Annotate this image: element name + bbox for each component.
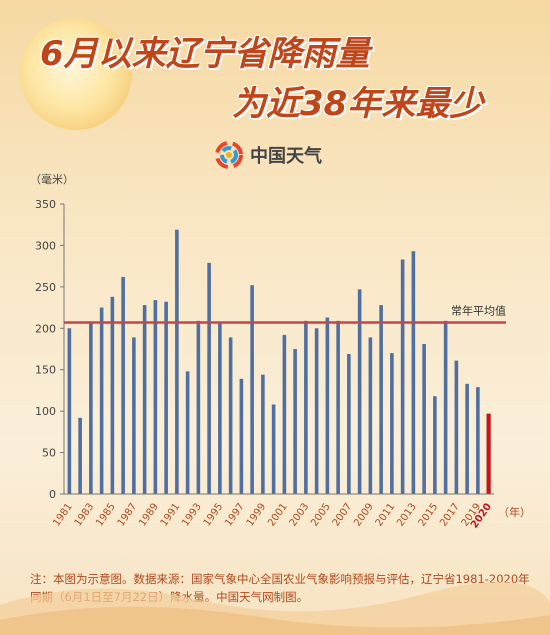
bar	[239, 378, 244, 494]
x-axis-label: （年）	[498, 505, 531, 519]
bar	[250, 285, 254, 494]
bar	[314, 328, 319, 494]
bar	[293, 349, 297, 494]
y-tick-label: 300	[35, 239, 56, 252]
bar	[175, 229, 179, 494]
x-tick-label: 2013	[395, 501, 419, 528]
brand-name: 中国天气	[250, 146, 322, 167]
bar	[357, 289, 362, 494]
bar	[164, 301, 168, 494]
bar	[443, 320, 448, 494]
bar	[486, 413, 491, 494]
bar	[67, 328, 72, 494]
y-tick-label: 50	[42, 447, 56, 460]
bar	[325, 317, 330, 494]
china-weather-logo-icon	[215, 141, 243, 169]
bar	[422, 344, 426, 494]
bar	[368, 337, 373, 494]
y-tick-label: 350	[35, 198, 56, 211]
bar	[336, 320, 340, 494]
bar	[142, 305, 147, 494]
x-tick-label: 1999	[245, 501, 269, 528]
bar	[347, 353, 351, 494]
bar	[121, 276, 125, 494]
bar	[271, 404, 276, 494]
y-tick-label: 200	[35, 322, 56, 335]
bar	[261, 374, 265, 494]
x-tick-label: 1991	[159, 501, 183, 528]
bar	[304, 320, 308, 494]
x-tick-label: 2009	[352, 501, 376, 528]
x-tick-label: 1981	[51, 501, 75, 528]
x-tick-label: 2003	[288, 501, 312, 528]
bar	[390, 353, 394, 494]
x-tick-label: 2007	[331, 501, 355, 528]
y-tick-label: 150	[35, 364, 56, 377]
dunes-decoration	[0, 581, 550, 635]
bars	[67, 229, 491, 494]
bar	[153, 300, 158, 494]
bar	[185, 371, 190, 494]
title-line-1: 6月以来辽宁省降雨量	[40, 34, 370, 74]
x-tick-label: 1993	[180, 501, 204, 528]
bar	[78, 417, 82, 494]
x-tick-label: 2015	[417, 501, 441, 528]
y-axis-label: （毫米）	[30, 172, 74, 186]
bar	[218, 322, 222, 494]
x-tick-label: 2017	[438, 501, 462, 528]
bar	[454, 360, 459, 494]
bar	[110, 296, 115, 494]
bar	[400, 259, 405, 494]
x-tick-label: 2001	[266, 501, 290, 528]
brand: 中国天气	[214, 140, 322, 170]
bar	[228, 337, 233, 494]
bar	[196, 320, 201, 494]
bar	[465, 383, 469, 494]
bar	[132, 337, 136, 494]
title-line-2: 为近38年来最少	[232, 84, 484, 124]
y-axis: 0 50 100 150 200 250 300 350	[35, 198, 65, 501]
x-tick-label: 1997	[223, 501, 247, 528]
bar	[282, 334, 287, 494]
y-tick-label: 250	[35, 281, 56, 294]
x-tick-label: 1995	[202, 501, 226, 528]
x-tick-label: 1987	[116, 501, 140, 528]
x-tick-label: 2005	[309, 501, 333, 528]
y-tick-label: 0	[49, 488, 56, 501]
sun-decoration	[20, 18, 132, 130]
bar	[379, 305, 383, 494]
y-tick-label: 100	[35, 405, 56, 418]
bar	[99, 307, 104, 494]
x-tick-label: 2011	[374, 501, 398, 528]
bar	[433, 396, 437, 494]
bar	[476, 387, 480, 494]
bar	[89, 322, 93, 494]
bar	[207, 262, 211, 494]
x-tick-label: 1983	[73, 501, 97, 528]
average-line-label: 常年平均值	[451, 303, 506, 317]
x-tick-label: 1985	[94, 501, 118, 528]
bar	[411, 251, 416, 494]
x-axis: 1981198319851987198919911993199519971999…	[51, 493, 494, 531]
x-tick-label: 1989	[137, 501, 161, 528]
